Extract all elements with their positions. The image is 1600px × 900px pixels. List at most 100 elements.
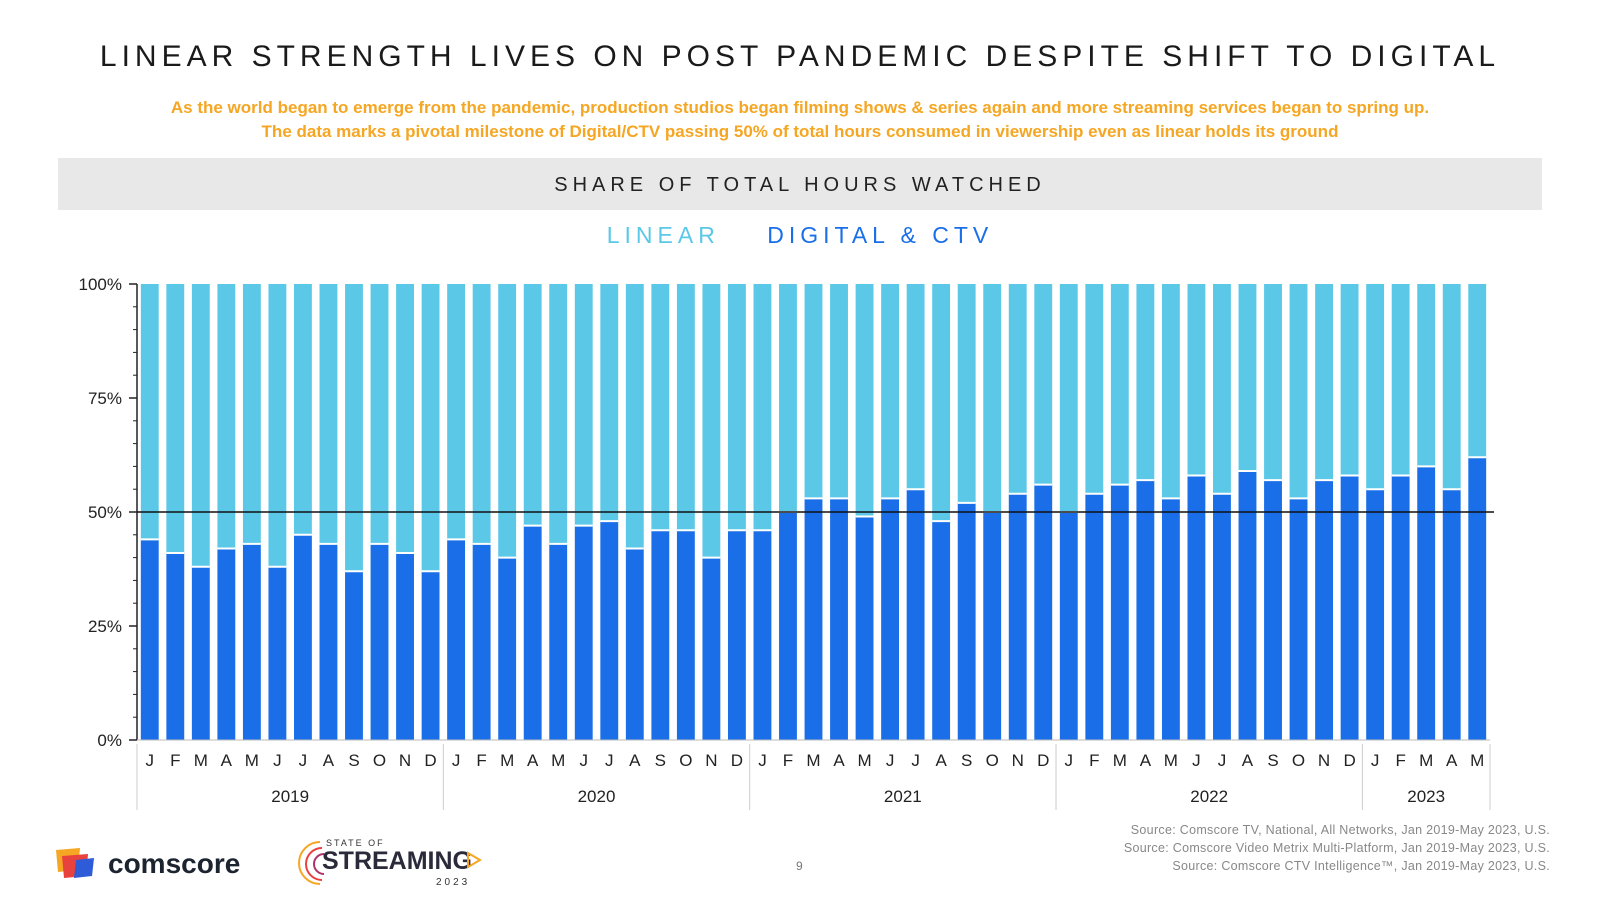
bar-digital-3: [217, 548, 236, 740]
bar-linear-48: [1366, 284, 1385, 490]
bar-digital-21: [676, 530, 695, 740]
bar-digital-48: [1366, 489, 1385, 740]
bar-linear-6: [293, 284, 312, 535]
bar-digital-10: [396, 553, 414, 740]
bar-linear-45: [1289, 284, 1308, 499]
x-tick-label: M: [245, 751, 259, 770]
bar-linear-37: [1085, 284, 1104, 494]
source-line-1: Source: Comscore TV, National, All Netwo…: [1130, 823, 1550, 837]
play-triangle-icon: [467, 851, 482, 869]
bar-linear-36: [1059, 284, 1078, 512]
bar-linear-28: [855, 284, 874, 517]
x-tick-label: J: [605, 751, 614, 770]
year-label: 2021: [884, 787, 922, 806]
x-tick-label: D: [731, 751, 743, 770]
bar-linear-13: [472, 284, 491, 544]
y-tick-label: 75%: [88, 389, 122, 408]
bar-linear-21: [676, 284, 695, 531]
bar-digital-37: [1085, 493, 1104, 740]
x-tick-label: J: [758, 751, 767, 770]
bar-linear-18: [600, 284, 619, 522]
sos-label: STATE OF: [326, 838, 385, 848]
bar-digital-29: [881, 498, 900, 740]
year-label: 2019: [271, 787, 309, 806]
bar-digital-19: [625, 548, 644, 740]
bar-linear-2: [191, 284, 210, 567]
bar-linear-26: [804, 284, 823, 499]
bar-digital-8: [345, 571, 363, 740]
x-tick-label: A: [527, 751, 539, 770]
y-tick-label: 50%: [88, 503, 122, 522]
x-tick-label: A: [1242, 751, 1254, 770]
y-tick-label: 0%: [97, 731, 122, 750]
x-tick-label: J: [273, 751, 282, 770]
bar-linear-29: [881, 284, 900, 499]
bar-digital-28: [855, 516, 874, 740]
bar-digital-15: [523, 525, 542, 740]
bar-linear-38: [1110, 284, 1129, 485]
x-tick-label: O: [1292, 751, 1305, 770]
x-tick-label: O: [373, 751, 386, 770]
bar-linear-20: [651, 284, 670, 531]
x-tick-label: D: [424, 751, 436, 770]
bar-digital-12: [447, 539, 466, 740]
x-tick-label: D: [1343, 751, 1355, 770]
bar-digital-23: [727, 530, 746, 740]
bar-linear-25: [779, 284, 797, 512]
bar-digital-52: [1468, 457, 1487, 740]
bar-digital-6: [293, 534, 312, 740]
bar-digital-40: [1161, 498, 1180, 740]
bar-digital-16: [549, 543, 568, 740]
bar-linear-39: [1136, 284, 1155, 481]
x-tick-label: N: [399, 751, 411, 770]
x-tick-label: A: [323, 751, 335, 770]
x-tick-label: A: [833, 751, 845, 770]
subtitle-line-2: The data marks a pivotal milestone of Di…: [261, 122, 1339, 141]
bar-digital-1: [166, 553, 185, 740]
bar-linear-16: [549, 284, 568, 544]
bar-digital-5: [268, 566, 287, 740]
x-tick-label: D: [1037, 751, 1049, 770]
x-tick-label: F: [476, 751, 486, 770]
bar-linear-17: [574, 284, 593, 526]
chart-banner: SHARE OF TOTAL HOURS WATCHED: [58, 158, 1542, 210]
bar-digital-25: [779, 512, 797, 740]
bar-linear-11: [421, 284, 440, 572]
bar-linear-31: [932, 284, 951, 522]
bar-linear-30: [906, 284, 925, 490]
page-number: 9: [796, 859, 803, 873]
year-label: 2020: [578, 787, 616, 806]
bar-linear-47: [1340, 284, 1359, 476]
bar-linear-52: [1468, 284, 1487, 458]
bar-linear-4: [242, 284, 261, 544]
bar-linear-46: [1315, 284, 1334, 481]
x-tick-label: S: [348, 751, 359, 770]
bar-digital-32: [957, 502, 976, 740]
chart-title: SHARE OF TOTAL HOURS WATCHED: [554, 174, 1046, 196]
bar-digital-36: [1059, 512, 1078, 740]
x-tick-label: M: [1164, 751, 1178, 770]
bar-linear-22: [702, 284, 721, 558]
bar-linear-42: [1213, 284, 1231, 494]
year-label: 2022: [1190, 787, 1228, 806]
x-tick-label: S: [1267, 751, 1278, 770]
bar-digital-47: [1340, 475, 1359, 740]
comscore-logo-text: comscore: [108, 848, 241, 879]
y-tick-label: 25%: [88, 617, 122, 636]
page-title: LINEAR STRENGTH LIVES ON POST PANDEMIC D…: [99, 40, 1501, 73]
bar-linear-34: [1008, 284, 1027, 494]
bar-linear-10: [396, 284, 414, 554]
bar-digital-31: [932, 521, 951, 740]
sos-main: STREAMING: [322, 847, 472, 875]
bar-digital-14: [498, 557, 517, 740]
x-tick-label: S: [961, 751, 972, 770]
x-tick-label: J: [911, 751, 920, 770]
x-tick-label: M: [857, 751, 871, 770]
x-tick-label: M: [1470, 751, 1484, 770]
bar-digital-27: [830, 498, 848, 740]
bar-digital-11: [421, 571, 440, 740]
x-tick-label: N: [1318, 751, 1330, 770]
chart-legend: LINEAR DIGITAL & CTV: [0, 222, 1600, 249]
bar-digital-42: [1213, 493, 1231, 740]
x-tick-label: A: [1446, 751, 1458, 770]
